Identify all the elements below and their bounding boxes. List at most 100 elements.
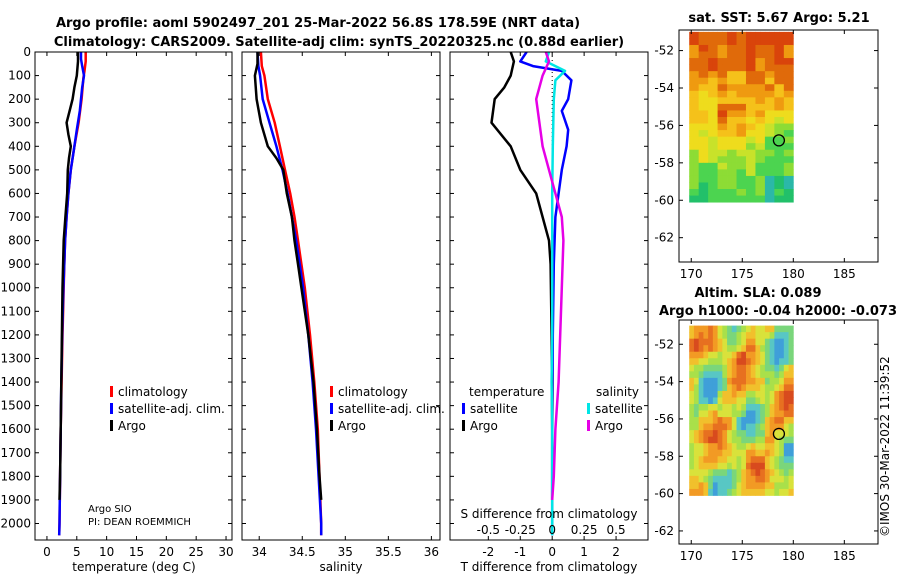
map-cell [769, 351, 775, 359]
map-cell [788, 358, 794, 366]
map-cell [727, 423, 733, 431]
map-cell [745, 162, 752, 170]
plot-frame [449, 51, 649, 541]
map-cell [764, 169, 771, 177]
y-tick-label: 1700 [0, 446, 31, 460]
map-cell [788, 404, 794, 411]
map-cell [779, 404, 785, 411]
map-cell [750, 371, 756, 379]
map-cell [698, 169, 704, 177]
lon-tick-label: 175 [731, 267, 754, 281]
lat-tick-label: -56 [654, 118, 674, 132]
map-cell [712, 182, 718, 190]
map-cell [731, 123, 737, 131]
legend-temperature-title: temperature [469, 385, 544, 399]
map-cell [755, 58, 761, 66]
map-cell [722, 397, 728, 405]
map-cell [788, 156, 794, 164]
axes-layer: 0100200300400500600700800900100011001200… [0, 45, 649, 559]
lon-tick-label: 185 [833, 267, 856, 281]
map-cell [736, 456, 742, 464]
map-cell [689, 71, 695, 79]
map-cell [764, 175, 771, 183]
map-cell [760, 97, 766, 105]
map-cell [727, 175, 733, 183]
map-cell [722, 371, 728, 379]
map-cell [788, 182, 794, 190]
map-cell [736, 443, 742, 451]
sst-map-title: sat. SST: 5.67 Argo: 5.21 [688, 11, 869, 26]
map-cell [745, 397, 752, 405]
map-cell [788, 44, 794, 52]
map-cell [689, 182, 695, 190]
map-cell [774, 469, 780, 477]
map-cell [750, 462, 756, 470]
map-cell [750, 84, 756, 92]
map-cell [722, 169, 728, 177]
s-diff-tick-label: -0.5 [477, 523, 500, 537]
map-cell [712, 77, 718, 85]
map-cell [779, 31, 785, 39]
map-cell [703, 469, 709, 477]
x-tick-label: 30 [218, 545, 233, 559]
map-cell [741, 130, 747, 138]
map-cell [717, 430, 723, 438]
map-cell [741, 38, 747, 46]
map-cell [788, 110, 794, 118]
map-cell [712, 332, 718, 340]
map-cell [750, 77, 756, 85]
map-cell [764, 449, 771, 457]
map-cell [703, 71, 709, 79]
map-cell [727, 345, 733, 353]
legend-satellite: satellite-adj. clim. [118, 402, 225, 416]
map-cell [741, 325, 747, 333]
map-cell [760, 182, 766, 190]
map-cell [703, 443, 709, 451]
map-cell [769, 475, 775, 483]
map-cell [727, 195, 733, 203]
lat-tick-label: -62 [654, 524, 674, 538]
map-cell [689, 371, 695, 379]
map-cell [750, 136, 756, 144]
lon-tick-label: 175 [731, 549, 754, 563]
map-cell [760, 436, 766, 444]
map-cell [779, 169, 785, 177]
map-cell [779, 410, 785, 418]
map-cell [689, 469, 695, 477]
map-cell [698, 390, 704, 398]
map-cell [731, 371, 737, 379]
map-cell [779, 397, 785, 405]
map-cell [708, 475, 714, 483]
map-cell [745, 97, 752, 105]
lon-tick-label: 170 [680, 267, 703, 281]
map-cell [760, 51, 766, 59]
map-cell [760, 345, 766, 353]
map-cell [712, 189, 718, 196]
map-cell [774, 423, 780, 431]
map-cell [764, 117, 771, 124]
map-cell [722, 71, 728, 79]
map-cell [774, 136, 780, 144]
map-cell [741, 84, 747, 92]
map-cell [774, 84, 780, 92]
map-cell [717, 130, 723, 138]
map-cell [745, 189, 752, 196]
map-cell [760, 417, 766, 424]
map-cell [693, 31, 700, 39]
map-cell [750, 325, 756, 333]
map-cell [755, 430, 761, 438]
map-cell [689, 325, 695, 333]
map-cell [731, 469, 737, 477]
x-tick-label: 36 [424, 545, 439, 559]
map-cell [764, 31, 771, 39]
map-cell [693, 149, 700, 157]
map-cell [783, 97, 789, 105]
map-cell [788, 377, 794, 385]
map-cell [745, 156, 752, 164]
map-cell [769, 84, 775, 92]
argo-position-marker [772, 134, 786, 147]
map-cell [712, 351, 718, 359]
map-cell [769, 195, 775, 203]
map-cell [755, 456, 761, 464]
map-cell [750, 456, 756, 464]
